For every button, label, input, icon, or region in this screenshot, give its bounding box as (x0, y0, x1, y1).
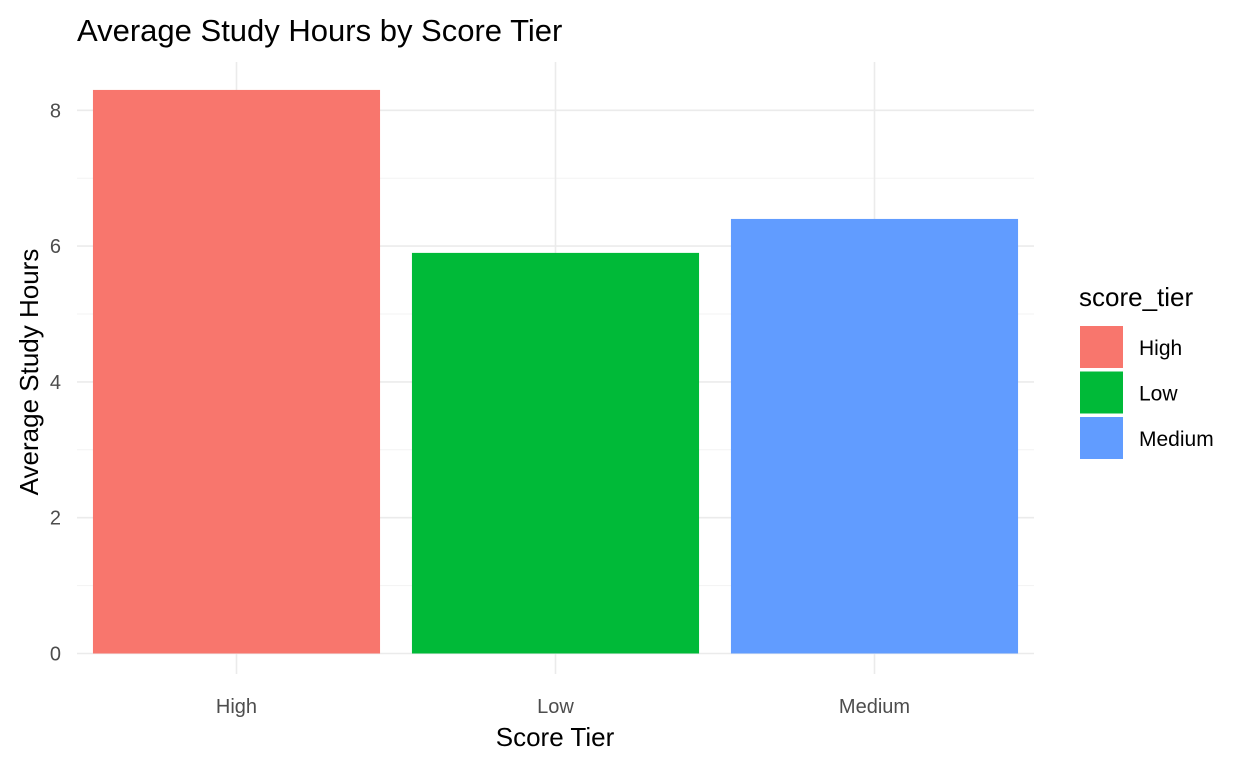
x-tick-label: High (216, 696, 257, 718)
legend-label: High (1139, 337, 1182, 360)
bars (92, 89, 1019, 654)
x-axis-title: Score Tier (496, 722, 615, 752)
legend-title: score_tier (1079, 282, 1193, 312)
y-tick-label: 0 (50, 644, 61, 666)
y-tick-label: 8 (50, 100, 61, 122)
legend-swatch (1080, 326, 1123, 368)
chart-title: Average Study Hours by Score Tier (77, 13, 562, 48)
y-tick-label: 4 (50, 372, 61, 394)
legend-items: High Low Medium (1080, 326, 1214, 459)
legend: score_tier High Low Medium (1079, 282, 1214, 459)
legend-label: Medium (1139, 428, 1214, 451)
legend-swatch (1080, 371, 1123, 414)
legend-swatch (1080, 417, 1123, 459)
x-tick-label: Low (537, 696, 574, 718)
y-axis-title: Average Study Hours (14, 249, 44, 496)
y-tick-label: 6 (50, 236, 61, 258)
bar-high (92, 89, 381, 654)
x-axis-ticks: High Low Medium (216, 696, 910, 718)
x-tick-label: Medium (839, 696, 910, 718)
y-axis-ticks: 0 2 4 6 8 (50, 100, 61, 665)
bar-low (411, 252, 700, 654)
bar-medium (730, 218, 1019, 654)
y-tick-label: 2 (50, 508, 61, 530)
legend-label: Low (1139, 383, 1178, 406)
